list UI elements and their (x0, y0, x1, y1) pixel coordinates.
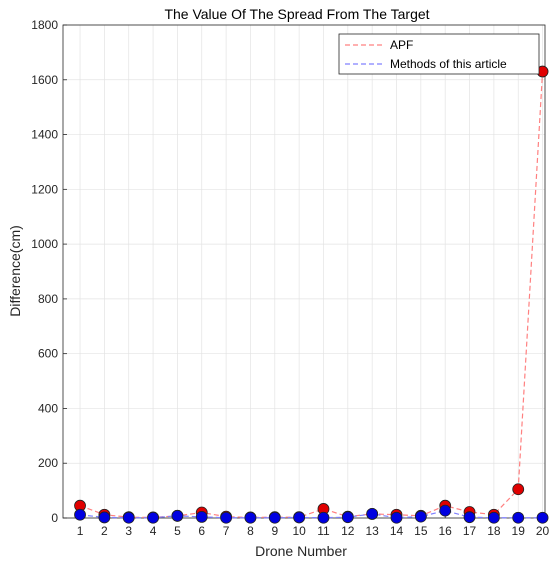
data-point-methods (98, 511, 111, 524)
data-point-methods (147, 511, 159, 524)
x-tick-label: 15 (414, 524, 428, 538)
series-methods (74, 504, 549, 524)
x-tick-label: 8 (247, 524, 254, 538)
y-tick-label: 200 (38, 456, 58, 470)
data-point-methods (317, 511, 330, 524)
data-point-methods (268, 511, 281, 524)
series-layer (74, 65, 549, 524)
y-tick-label: 400 (38, 401, 58, 415)
data-point-methods (293, 511, 306, 524)
grid (63, 24, 545, 519)
data-point-methods (487, 511, 500, 524)
y-tick-label: 1000 (31, 237, 58, 251)
y-tick-label: 1400 (31, 128, 58, 142)
x-tick-label: 3 (125, 524, 132, 538)
x-tick-label: 1 (77, 524, 84, 538)
x-tick-label: 5 (174, 524, 181, 538)
legend: APF Methods of this article (338, 33, 540, 75)
y-tick-label: 800 (38, 292, 58, 306)
x-tick-label: 20 (536, 524, 550, 538)
data-point-methods (122, 511, 135, 524)
data-point-methods (414, 510, 427, 523)
legend-box (338, 33, 540, 75)
x-tick-label: 10 (292, 524, 306, 538)
y-axis-title: Difference(cm) (7, 225, 23, 317)
x-tick-label: 14 (390, 524, 404, 538)
data-point-methods (341, 511, 354, 524)
data-point-methods (390, 511, 403, 524)
data-point-methods (512, 511, 525, 524)
data-point-methods (220, 511, 233, 524)
x-tick-label: 13 (365, 524, 379, 538)
legend-label-methods: Methods of this article (390, 57, 507, 71)
data-point-methods (171, 509, 184, 522)
x-tick-label: 17 (463, 524, 477, 538)
y-tick-label: 1800 (31, 18, 58, 32)
data-point-methods (439, 504, 452, 517)
data-point-apf (512, 483, 525, 496)
legend-label-apf: APF (390, 38, 413, 52)
x-tick-label: 18 (487, 524, 501, 538)
y-tick-label: 1200 (31, 182, 58, 196)
y-tick-label: 1600 (31, 73, 58, 87)
chart-title: The Value Of The Spread From The Target (164, 6, 429, 22)
data-point-methods (536, 511, 549, 524)
data-point-methods (244, 511, 257, 524)
x-tick-label: 9 (271, 524, 278, 538)
x-tick-label: 11 (317, 524, 330, 538)
y-tick-label: 600 (38, 347, 58, 361)
data-point-methods (74, 508, 86, 521)
data-point-methods (463, 511, 476, 524)
x-tick-label: 2 (101, 524, 108, 538)
x-tick-label: 7 (223, 524, 230, 538)
x-tick-label: 6 (198, 524, 205, 538)
y-tick-label: 0 (51, 511, 58, 525)
data-point-methods (366, 507, 379, 520)
x-tick-label: 4 (150, 524, 157, 538)
data-point-methods (195, 511, 208, 523)
ticks: 1 2 3 4 5 6 7 8 9 10 11 12 13 14 15 16 17 18 19 20020040060… (31, 18, 549, 538)
x-tick-label: 16 (439, 524, 453, 538)
x-axis-title: Drone Number (255, 543, 347, 559)
x-tick-label: 12 (341, 524, 355, 538)
x-tick-label: 19 (512, 524, 526, 538)
